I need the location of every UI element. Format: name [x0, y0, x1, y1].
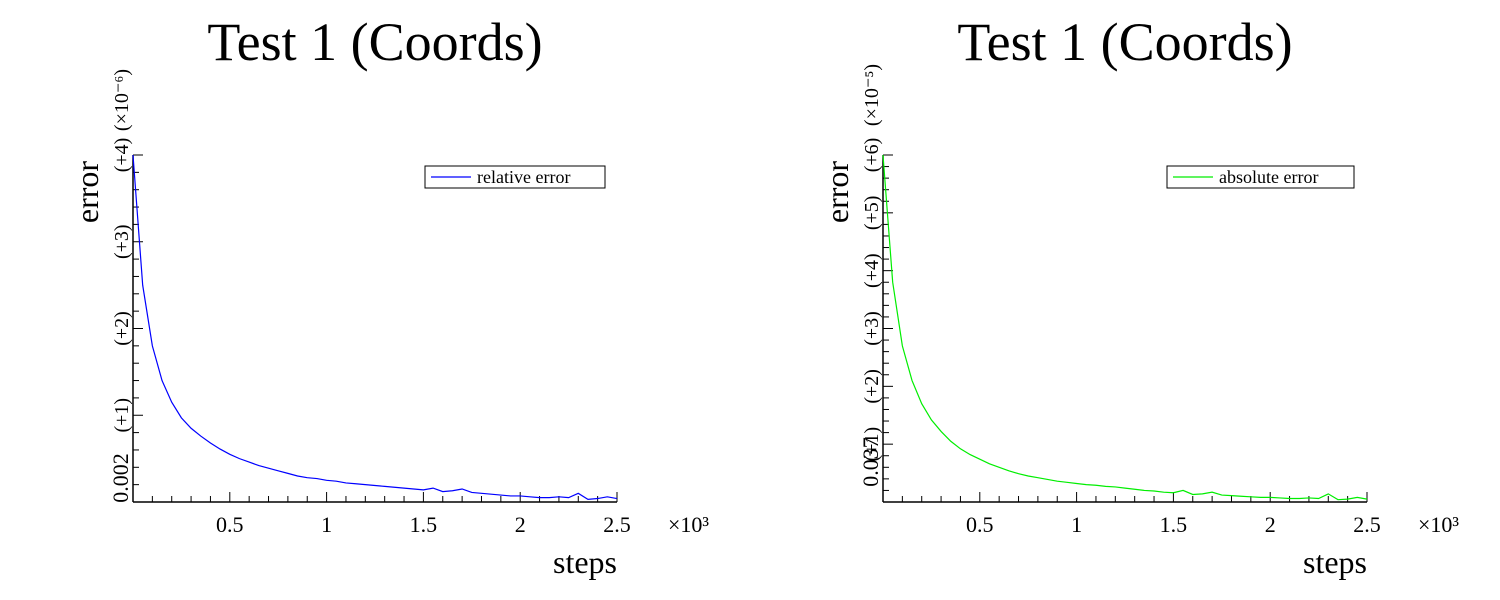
y-axis-multiplier: (×10⁻⁶): [111, 69, 133, 131]
x-tick-label: 1: [321, 512, 332, 537]
y-offset-label: (+2): [111, 311, 133, 346]
series-line-1: [882, 154, 1368, 501]
chart-panel-2: Test 1 (Coords) 0.5 1 1.5 2 2.5 ×10³ steps 0.037…: [819, 12, 1459, 580]
y-offset-label: (+4): [111, 138, 133, 173]
y-offset-label: (+1): [861, 427, 883, 462]
x-axis-label: steps: [1303, 544, 1367, 580]
x-tick-label: 0.5: [216, 512, 244, 537]
y-offset-label: (+1): [111, 398, 133, 433]
y-offset-label: (+2): [861, 369, 883, 404]
chart-panel-1: Test 1 (Coords) 0.5 1 1.5 2 2.5 ×10³ steps 0.002…: [69, 12, 709, 580]
legend: relative error: [424, 165, 606, 189]
x-tick-label: 2.5: [1353, 512, 1381, 537]
x-tick-label: 1: [1071, 512, 1082, 537]
chart-title: Test 1 (Coords): [207, 12, 542, 72]
y-offset-label: (+6): [861, 138, 883, 173]
y-offset-label: (+5): [861, 196, 883, 231]
y-base-label: 0.002: [108, 453, 133, 503]
x-tick-label: 2: [515, 512, 526, 537]
y-axis-label: error: [69, 161, 105, 224]
x-tick-label: 1.5: [1160, 512, 1188, 537]
x-tick-label: 2.5: [603, 512, 631, 537]
y-axis-multiplier: (×10⁻⁵): [861, 64, 883, 126]
y-axis-label: error: [819, 161, 855, 224]
legend-label: absolute error: [1219, 167, 1318, 187]
legend-box: [1166, 165, 1355, 189]
y-offset-label: (+3): [111, 224, 133, 259]
x-tick-label: 0.5: [966, 512, 994, 537]
x-axis-label: steps: [553, 544, 617, 580]
chart-title: Test 1 (Coords): [957, 12, 1292, 72]
x-axis-multiplier: ×10³: [1418, 512, 1459, 537]
x-tick-label: 2: [1265, 512, 1276, 537]
y-offset-label: (+3): [861, 311, 883, 346]
series-line-1: [132, 154, 618, 501]
y-base-label: 0.037: [858, 437, 883, 487]
legend-box: [424, 165, 606, 189]
x-tick-label: 1.5: [410, 512, 438, 537]
legend-label: relative error: [477, 167, 570, 187]
legend: absolute error: [1166, 165, 1355, 189]
y-offset-label: (+4): [861, 253, 883, 288]
x-axis-multiplier: ×10³: [668, 512, 709, 537]
